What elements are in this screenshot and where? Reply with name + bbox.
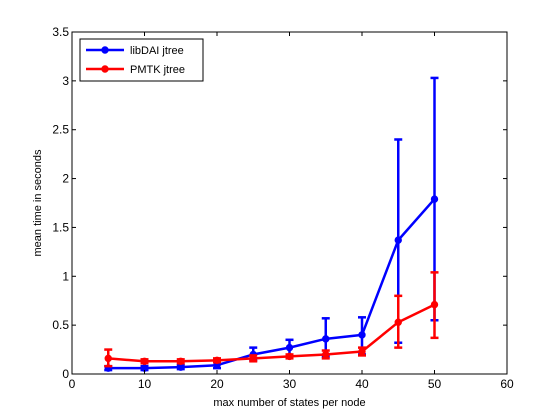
- y-tick-label: 0: [62, 367, 69, 381]
- series-line: [108, 198, 436, 370]
- y-tick-label: 1: [62, 269, 69, 283]
- x-tick-label: 30: [283, 377, 297, 391]
- series-layer: [104, 76, 439, 372]
- data-point: [285, 352, 294, 361]
- legend: libDAI jtree PMTK jtree: [79, 38, 204, 82]
- data-point: [430, 195, 439, 203]
- data-point: [104, 354, 112, 363]
- data-point: [394, 318, 402, 326]
- data-point: [140, 357, 149, 365]
- series-0: [104, 76, 439, 372]
- x-axis-label: max number of states per node: [213, 397, 365, 409]
- y-tick-label: 3: [62, 74, 69, 88]
- plot-area: [72, 32, 507, 374]
- x-tick-label: 10: [138, 377, 152, 391]
- x-tick-label: 60: [500, 377, 514, 391]
- data-point: [322, 335, 330, 343]
- x-tick-label: 50: [428, 377, 442, 391]
- data-point: [177, 357, 185, 365]
- y-tick-label: 0.5: [52, 318, 69, 332]
- legend-swatch-marker: [101, 65, 109, 73]
- data-point: [394, 236, 402, 244]
- legend-label: libDAI jtree: [130, 45, 184, 57]
- y-tick-label: 1.5: [52, 220, 69, 234]
- legend-label: PMTK jtree: [130, 64, 185, 76]
- series-line: [108, 303, 436, 363]
- data-point: [358, 331, 366, 339]
- x-tick-label: 40: [355, 377, 369, 391]
- data-point: [249, 354, 257, 363]
- x-tick-label: 20: [210, 377, 224, 391]
- y-tick-label: 2: [62, 172, 69, 186]
- data-point: [285, 343, 294, 352]
- series-1: [104, 271, 439, 368]
- data-point: [322, 350, 330, 359]
- legend-swatch-marker: [101, 46, 109, 54]
- legend-items: libDAI jtree PMTK jtree: [86, 45, 185, 76]
- data-point: [358, 347, 366, 356]
- y-axis-label: mean time in seconds: [32, 149, 44, 256]
- x-tick-label: 0: [69, 377, 76, 391]
- ticks-layer: 0 10 20 30 40 50 60 0 0.5 1 1.5 2 2.5 3 3.5: [52, 25, 514, 391]
- data-point: [430, 300, 439, 309]
- y-tick-label: 2.5: [52, 123, 69, 137]
- data-point: [213, 356, 221, 365]
- y-tick-label: 3.5: [52, 25, 69, 39]
- legend-box: [79, 38, 204, 82]
